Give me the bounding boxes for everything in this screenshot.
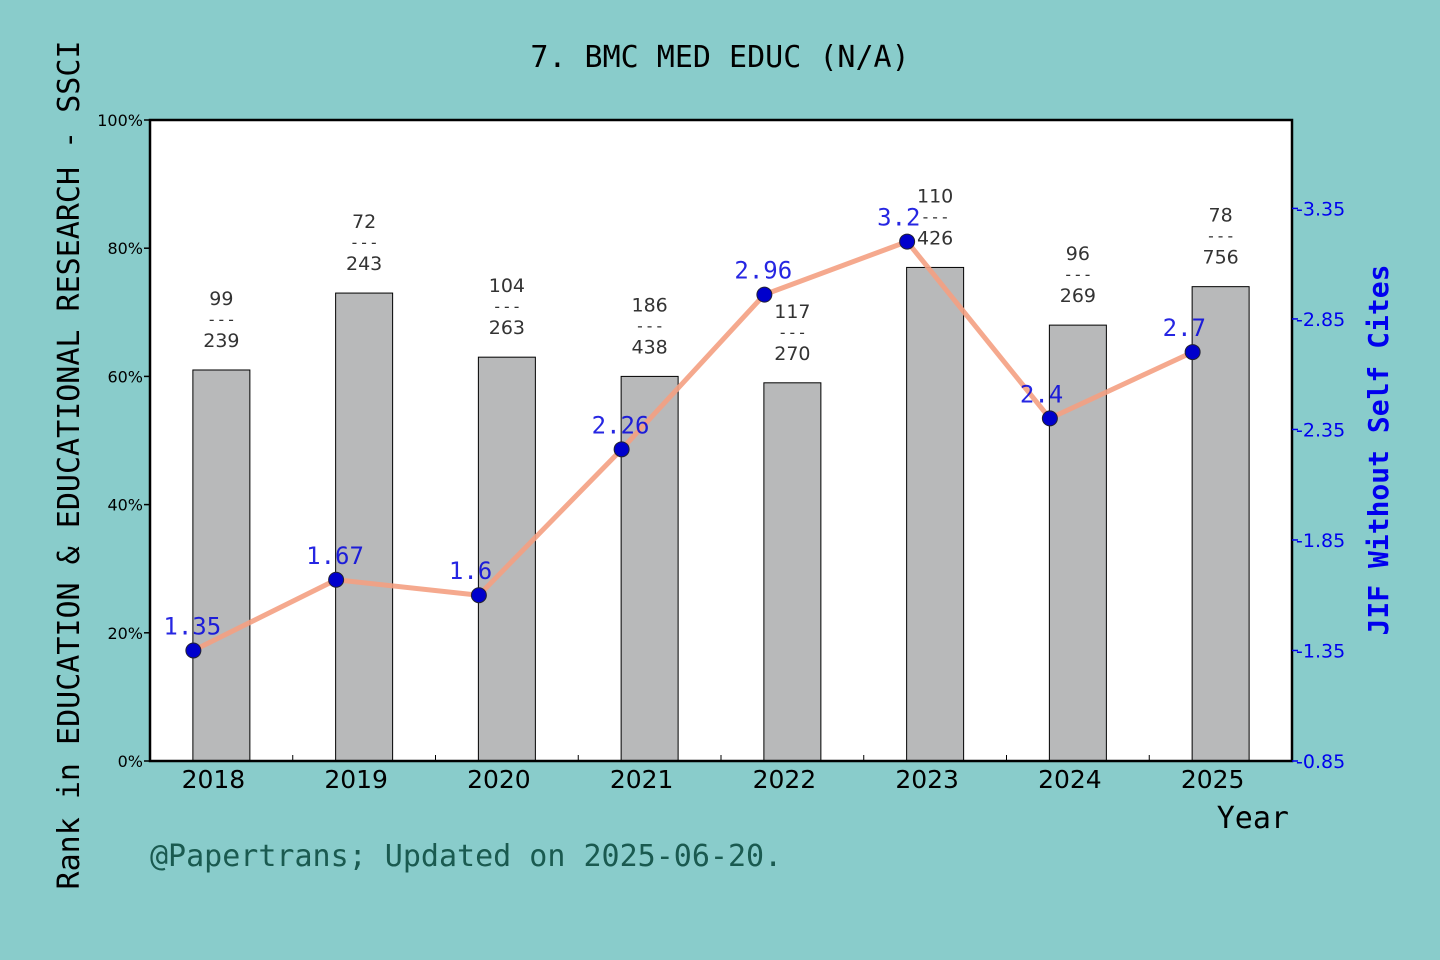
rank-separator: --- <box>635 316 664 335</box>
rank-label: 96 <box>1066 243 1090 265</box>
right-tick-label: -1.35 <box>1296 640 1345 662</box>
left-tick-label: 20% <box>107 624 143 643</box>
x-tick-label: 2018 <box>182 765 246 794</box>
jif-point-2018 <box>185 642 202 659</box>
left-tick-label: 60% <box>107 367 143 386</box>
rank-label: 72 <box>352 211 376 233</box>
total-label: 270 <box>774 343 810 365</box>
bar-2025 <box>1191 286 1250 762</box>
rank-label: 99 <box>209 288 233 310</box>
rank-label: 110 <box>917 185 953 207</box>
right-tick-label: -2.35 <box>1296 419 1345 441</box>
jif-value-label: 1.67 <box>306 542 364 570</box>
jif-value-label: 2.26 <box>592 411 650 439</box>
total-label: 243 <box>346 253 382 275</box>
rank-separator: --- <box>350 233 379 252</box>
jif-value-label: 3.2 <box>877 204 920 232</box>
footer-note: @Papertrans; Updated on 2025-06-20. <box>150 839 782 874</box>
right-tick-label: -1.85 <box>1296 530 1345 552</box>
rank-label: 78 <box>1209 205 1233 227</box>
total-label: 263 <box>489 317 525 339</box>
bar-2023 <box>906 266 965 762</box>
right-tick-label: -3.35 <box>1296 198 1345 220</box>
rank-separator: --- <box>1063 265 1092 284</box>
x-tick-label: 2022 <box>753 765 817 794</box>
x-tick-label: 2020 <box>467 765 531 794</box>
jif-point-2023 <box>899 233 916 250</box>
bar-2019 <box>335 292 394 762</box>
jif-point-2025 <box>1184 344 1201 361</box>
jif-point-2020 <box>470 587 487 604</box>
jif-point-2021 <box>613 441 630 458</box>
total-label: 756 <box>1202 247 1238 269</box>
jif-point-2019 <box>328 571 345 588</box>
left-axis-label: Rank in EDUCATION & EDUCATIONAL RESEARCH… <box>52 41 87 890</box>
jif-line <box>192 239 1194 653</box>
x-tick-label: 2024 <box>1038 765 1102 794</box>
rank-separator: --- <box>921 207 950 226</box>
total-label: 438 <box>631 336 667 358</box>
left-tick-label: 100% <box>97 111 143 130</box>
rank-separator: --- <box>207 310 236 329</box>
right-axis-label: JIF Without Self Cites <box>1362 265 1395 636</box>
jif-point-2024 <box>1041 410 1058 427</box>
right-tick-label: -2.85 <box>1296 309 1345 331</box>
rank-separator: --- <box>1206 227 1235 246</box>
x-tick-label: 2023 <box>895 765 959 794</box>
x-tick-label: 2019 <box>324 765 388 794</box>
jif-value-label: 2.4 <box>1020 380 1063 408</box>
rank-separator: --- <box>778 323 807 342</box>
rank-label: 117 <box>774 301 810 323</box>
total-label: 426 <box>917 227 953 249</box>
jif-value-label: 2.7 <box>1163 314 1206 342</box>
jif-value-label: 1.6 <box>449 557 492 585</box>
left-tick-label: 40% <box>107 496 143 515</box>
rank-label: 186 <box>631 294 667 316</box>
right-tick-label: -0.85 <box>1296 751 1345 773</box>
x-axis-label: Year <box>1217 801 1289 836</box>
jif-value-label: 1.35 <box>163 612 221 640</box>
chart-title: 7. BMC MED EDUC (N/A) <box>530 40 909 75</box>
x-tick-label: 2025 <box>1181 765 1245 794</box>
plot-area <box>150 120 1292 761</box>
jif-point-2022 <box>756 286 773 303</box>
rank-separator: --- <box>492 297 521 316</box>
total-label: 269 <box>1060 285 1096 307</box>
total-label: 239 <box>203 330 239 352</box>
bar-2020 <box>477 356 536 762</box>
jif-value-label: 2.96 <box>734 257 792 285</box>
bar-2018 <box>192 369 251 762</box>
left-tick-label: 80% <box>107 239 143 258</box>
x-tick-label: 2021 <box>610 765 674 794</box>
left-tick-label: 0% <box>118 752 143 771</box>
bar-2022 <box>763 382 822 762</box>
rank-label: 104 <box>489 275 525 297</box>
